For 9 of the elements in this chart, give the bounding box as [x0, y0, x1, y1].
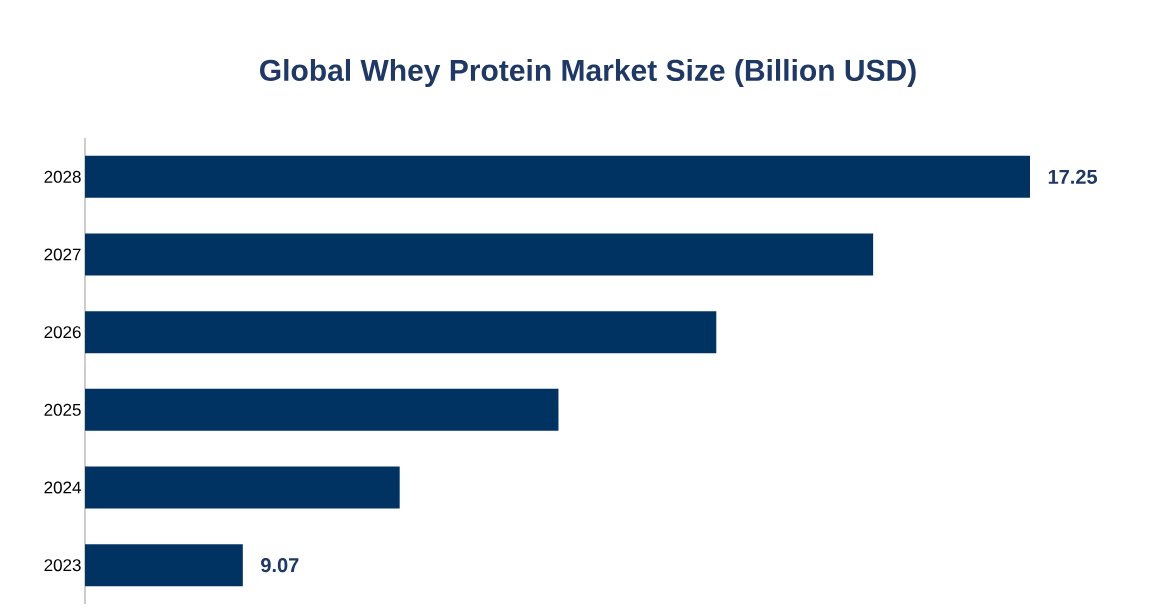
- chart-title: Global Whey Protein Market Size (Billion USD): [260, 59, 916, 87]
- y-tick-label: 2027: [44, 248, 81, 261]
- y-tick-label: 2025: [44, 403, 81, 416]
- y-tick-label: 2023: [44, 559, 81, 572]
- data-label: 17.25: [1048, 169, 1098, 184]
- data-label: 9.07: [261, 558, 299, 573]
- y-tick-label: 2028: [44, 170, 81, 183]
- y-tick-label: 2024: [44, 481, 81, 494]
- y-tick-label: 2026: [44, 326, 81, 339]
